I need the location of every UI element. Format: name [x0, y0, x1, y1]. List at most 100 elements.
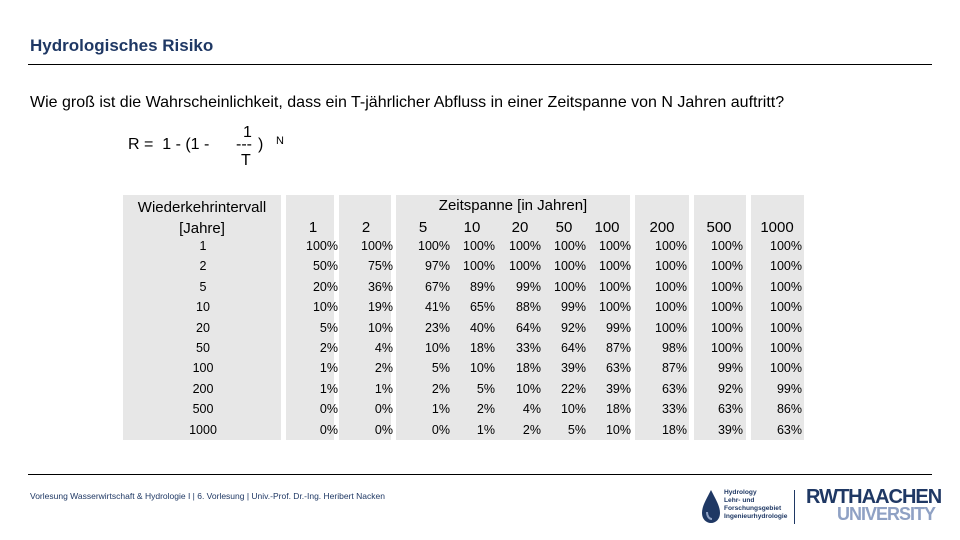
risk-cell: 23%: [424, 320, 450, 335]
risk-cell: 1%: [431, 402, 450, 417]
risk-cell: 1%: [476, 422, 495, 437]
row-return-interval: 200: [192, 381, 214, 396]
risk-cell: 10%: [605, 422, 631, 437]
formula-fraction-bar: ---: [236, 136, 252, 153]
risk-cell: 10%: [312, 300, 338, 315]
risk-cell: 39%: [717, 422, 743, 437]
risk-cell: 100%: [554, 279, 586, 294]
institute-line: Ingenieurhydrologie: [724, 513, 788, 520]
risk-cell: 100%: [554, 239, 586, 253]
risk-cell: 89%: [469, 279, 495, 294]
logo-separator: [794, 490, 795, 524]
formula-denominator: T: [241, 152, 251, 169]
risk-cell: 100%: [655, 239, 687, 253]
risk-cell: 100%: [599, 300, 631, 315]
risk-cell: 64%: [560, 341, 586, 355]
risk-cell: 99%: [515, 279, 541, 294]
formula-main: R = 1 - (1 -: [128, 136, 210, 153]
formula-numerator: 1: [243, 124, 252, 141]
risk-cell: 22%: [560, 381, 586, 396]
institute-logo-text: Hydrology Lehr- und Forschungsgebiet Ing…: [724, 489, 787, 521]
row-return-interval: 500: [192, 402, 214, 417]
header-timespan-label: Zeitspanne [in Jahren]: [438, 197, 588, 214]
row-return-interval: 10: [196, 300, 210, 315]
risk-cell: 100%: [711, 259, 743, 274]
risk-cell: 67%: [424, 279, 450, 294]
risk-cell: 33%: [661, 402, 687, 417]
header-timespan: Zeitspanne [in Jahren]: [396, 195, 630, 241]
risk-cell: 5%: [567, 422, 586, 437]
risk-cell: 10%: [367, 320, 393, 335]
risk-cell: 100%: [655, 279, 687, 294]
header-bg-col-2: [339, 195, 391, 241]
risk-cell: 99%: [776, 381, 802, 396]
risk-cell: 100%: [655, 300, 687, 315]
formula-exponent: N: [276, 135, 284, 147]
risk-cell: 63%: [605, 361, 631, 376]
risk-cell: 19%: [367, 300, 393, 315]
risk-cell: 18%: [605, 402, 631, 417]
rwth-logo-line1: RWTHAACHEN: [806, 486, 942, 508]
risk-cell: 99%: [605, 320, 631, 335]
column-header-1: 1: [308, 219, 318, 236]
risk-cell: 100%: [770, 239, 802, 253]
risk-cell: 5%: [476, 381, 495, 396]
risk-cell: 100%: [711, 279, 743, 294]
header-divider: [28, 64, 932, 65]
risk-cell: 39%: [605, 381, 631, 396]
risk-cell: 10%: [469, 361, 495, 376]
risk-cell: 10%: [560, 402, 586, 417]
institute-logo: Hydrology Lehr- und Forschungsgebiet Ing…: [700, 488, 790, 526]
institute-line: Hydrology: [724, 489, 757, 496]
column-header-500: 500: [706, 219, 732, 236]
risk-cell: 100%: [599, 259, 631, 274]
risk-cell: 63%: [776, 422, 802, 437]
header-bg-col-500: [694, 195, 746, 241]
risk-cell: 100%: [509, 259, 541, 274]
risk-cell: 100%: [770, 341, 802, 355]
risk-table: Wiederkehrintervall [Jahre] Zeitspanne […: [123, 195, 804, 440]
risk-cell: 5%: [431, 361, 450, 376]
table-body-bg: [286, 236, 334, 440]
risk-cell: 87%: [605, 341, 631, 355]
risk-cell: 18%: [515, 361, 541, 376]
risk-cell: 40%: [469, 320, 495, 335]
risk-cell: 10%: [424, 341, 450, 355]
risk-cell: 1%: [319, 361, 338, 376]
risk-cell: 99%: [717, 361, 743, 376]
footer-text: Vorlesung Wasserwirtschaft & Hydrologie …: [30, 491, 385, 501]
risk-cell: 97%: [424, 259, 450, 274]
risk-cell: 100%: [306, 239, 338, 253]
rwth-logo: RWTHAACHEN UNIVERSITY: [806, 486, 942, 528]
question-text: Wie groß ist die Wahrscheinlichkeit, das…: [30, 94, 785, 111]
risk-formula: R = 1 - (1 - 1 --- ) T N: [128, 124, 308, 184]
footer-divider: [28, 474, 932, 475]
row-return-interval: 5: [199, 279, 207, 294]
risk-cell: 0%: [374, 422, 393, 437]
risk-cell: 2%: [476, 402, 495, 417]
risk-cell: 18%: [469, 341, 495, 355]
risk-cell: 5%: [319, 320, 338, 335]
risk-cell: 39%: [560, 361, 586, 376]
row-return-interval: 1000: [189, 422, 217, 437]
risk-cell: 0%: [319, 422, 338, 437]
risk-cell: 1%: [374, 381, 393, 396]
risk-cell: 100%: [770, 279, 802, 294]
risk-cell: 98%: [661, 341, 687, 355]
column-header-20: 20: [511, 219, 529, 236]
table-body-bg: [339, 236, 391, 440]
risk-cell: 100%: [711, 341, 743, 355]
risk-cell: 100%: [711, 239, 743, 253]
table-body-bg: [123, 236, 281, 440]
risk-cell: 64%: [515, 320, 541, 335]
risk-cell: 100%: [418, 239, 450, 253]
table-body-bg: [396, 236, 630, 440]
water-drop-icon: [702, 490, 720, 523]
risk-cell: 100%: [463, 259, 495, 274]
risk-cell: 100%: [463, 239, 495, 253]
risk-cell: 100%: [655, 320, 687, 335]
risk-cell: 0%: [431, 422, 450, 437]
risk-cell: 33%: [515, 341, 541, 355]
formula-close-paren: ): [258, 136, 264, 153]
risk-cell: 2%: [374, 361, 393, 376]
